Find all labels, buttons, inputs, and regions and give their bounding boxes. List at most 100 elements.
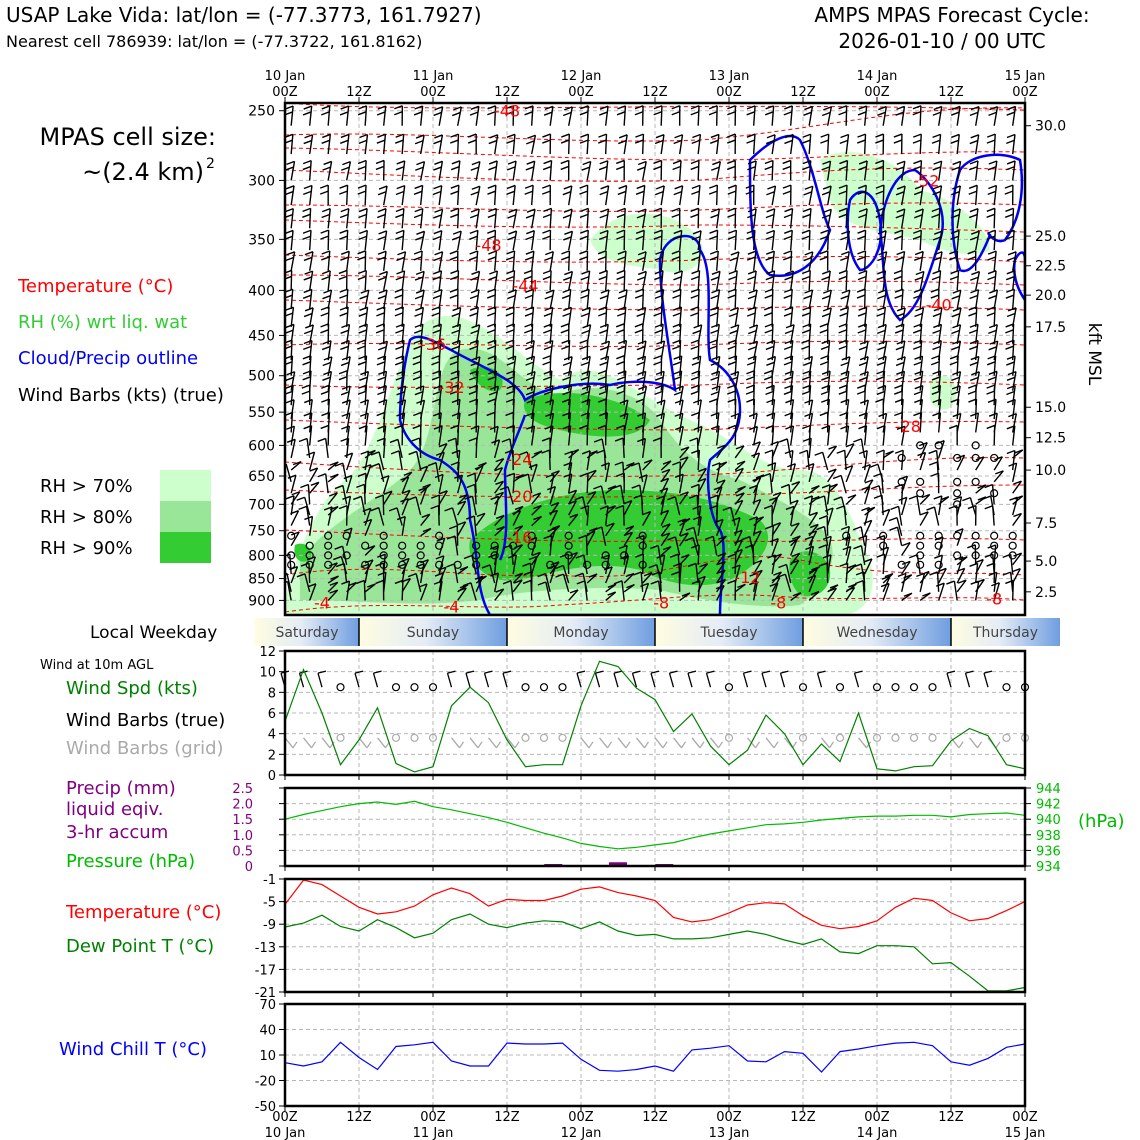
wind-barb: [969, 230, 980, 251]
wind-barb: [321, 250, 331, 271]
wind-barb: [451, 306, 462, 327]
wind-barb: [765, 208, 776, 229]
wind-barb-staff: [583, 554, 588, 575]
wind-barb-flag: [506, 190, 515, 195]
wind-barb: [747, 160, 757, 181]
wind-barb-flag: [856, 288, 866, 293]
grid-calm-circle: [428, 733, 438, 742]
wind-barb-flag: [468, 411, 477, 417]
time-tick-bottom-hour: 12Z: [790, 1110, 816, 1125]
wind-barb-flag: [468, 390, 478, 395]
wind-barb-staff: [660, 251, 665, 271]
wind-barb-flag: [413, 111, 423, 116]
wind-barb-staff: [382, 425, 387, 446]
wind-barb-flag: [532, 492, 541, 497]
wind-barb: [599, 505, 609, 526]
wind-barb-flag: [970, 230, 980, 235]
wind-barb: [916, 572, 926, 592]
wind-barb-flag: [822, 554, 832, 559]
wind-barb-flag: [671, 256, 681, 261]
wind-barb-flag: [394, 312, 404, 317]
grid-calm-circle: [872, 733, 882, 742]
wind-barb-flag: [1006, 166, 1015, 171]
wind-barb-flag: [446, 563, 455, 568]
wind-barb-flag: [397, 385, 406, 390]
wind-barb: [323, 506, 333, 526]
grid-calm-circle: [928, 733, 937, 742]
wind-barb-flag: [783, 361, 793, 366]
wind-barb-flag: [329, 562, 338, 567]
wind-barb-flag: [449, 384, 459, 389]
wind-barb: [636, 160, 647, 181]
wind-barb: [839, 133, 850, 155]
wind-barb-staff: [678, 230, 683, 251]
wind-barb: [377, 250, 387, 271]
wind-barb-flag: [458, 587, 467, 592]
wind-barb-flag: [449, 288, 459, 293]
wind-barb-flag: [543, 159, 552, 165]
wind-barb-staff: [641, 209, 647, 229]
temperature-contour-label: -4: [444, 598, 460, 617]
wind-barb-flag: [877, 346, 886, 351]
wind-barb-staff: [956, 134, 960, 155]
wind-barb-staff: [382, 289, 388, 310]
wind-barb-flag: [395, 207, 405, 213]
wind-barb-flag: [894, 235, 903, 240]
wind-barb-staff: [512, 425, 515, 446]
wind-barb-staff: [771, 323, 774, 344]
wind-barb-flag: [589, 450, 598, 455]
wind-barb-flag: [360, 450, 369, 455]
panel-frame: [283, 649, 1027, 777]
wind-barb-flag: [323, 289, 332, 294]
wind-barb-flag: [357, 361, 367, 366]
wind-barb: [856, 288, 866, 310]
wind-barb: [753, 559, 763, 575]
wind-barb-flag: [364, 559, 374, 564]
wind-barb-flag: [952, 160, 961, 166]
wind-barb-flag: [378, 185, 388, 190]
wind-barb-flag: [317, 473, 326, 478]
wind-barb: [327, 562, 338, 575]
wind-barb-flag: [635, 398, 645, 403]
wind-barb: [784, 133, 794, 155]
wind-barb-staff: [919, 493, 931, 505]
temperature-contour-label: -32: [438, 378, 464, 397]
true-wind-barb-flag: [299, 670, 308, 674]
true-wind-barb: [668, 672, 675, 688]
wind-barb-flag: [896, 340, 906, 345]
wind-barb-staff: [697, 105, 700, 126]
wind-barb-flag: [690, 275, 700, 281]
wind-barb-flag: [600, 185, 609, 190]
wind-barb-staff: [641, 289, 645, 310]
wind-barb-flag: [893, 275, 903, 281]
wind-barb-flag: [995, 470, 1004, 475]
true-calm-circle: [909, 683, 919, 692]
wind-barb-flag: [505, 339, 514, 344]
grid-wind-barb-flag: [310, 741, 317, 749]
wind-barb-staff: [789, 250, 793, 271]
wind-barb: [714, 518, 724, 537]
wind-barb-flag: [612, 484, 622, 489]
wind-barb-flag: [563, 185, 573, 190]
wind-barb-staff: [715, 412, 720, 433]
wind-barb-flag: [353, 495, 362, 501]
wind-barb-flag: [785, 324, 795, 329]
kft-tick-label: 25.0: [1035, 229, 1066, 245]
wind-barb-flag: [783, 229, 793, 234]
wind-barb-flag: [909, 554, 918, 559]
wind-barb: [545, 399, 555, 420]
wind-barb-staff: [456, 185, 460, 206]
wind-barb-flag: [839, 562, 848, 567]
wind-barb: [761, 472, 773, 494]
wind-barb-flag: [637, 270, 647, 276]
wind-barb-flag: [506, 269, 515, 275]
wind-barb-flag: [414, 391, 424, 396]
wind-barb: [956, 579, 967, 593]
wind-barb-flag: [1005, 229, 1015, 234]
grid-wind-barb: [580, 737, 590, 749]
wind-barb-flag: [691, 269, 700, 275]
wind-barb-flag: [912, 235, 922, 240]
wind-barb-flag: [876, 329, 886, 334]
wind-barb-flag: [690, 312, 699, 317]
wind-barb-staff: [882, 413, 888, 433]
